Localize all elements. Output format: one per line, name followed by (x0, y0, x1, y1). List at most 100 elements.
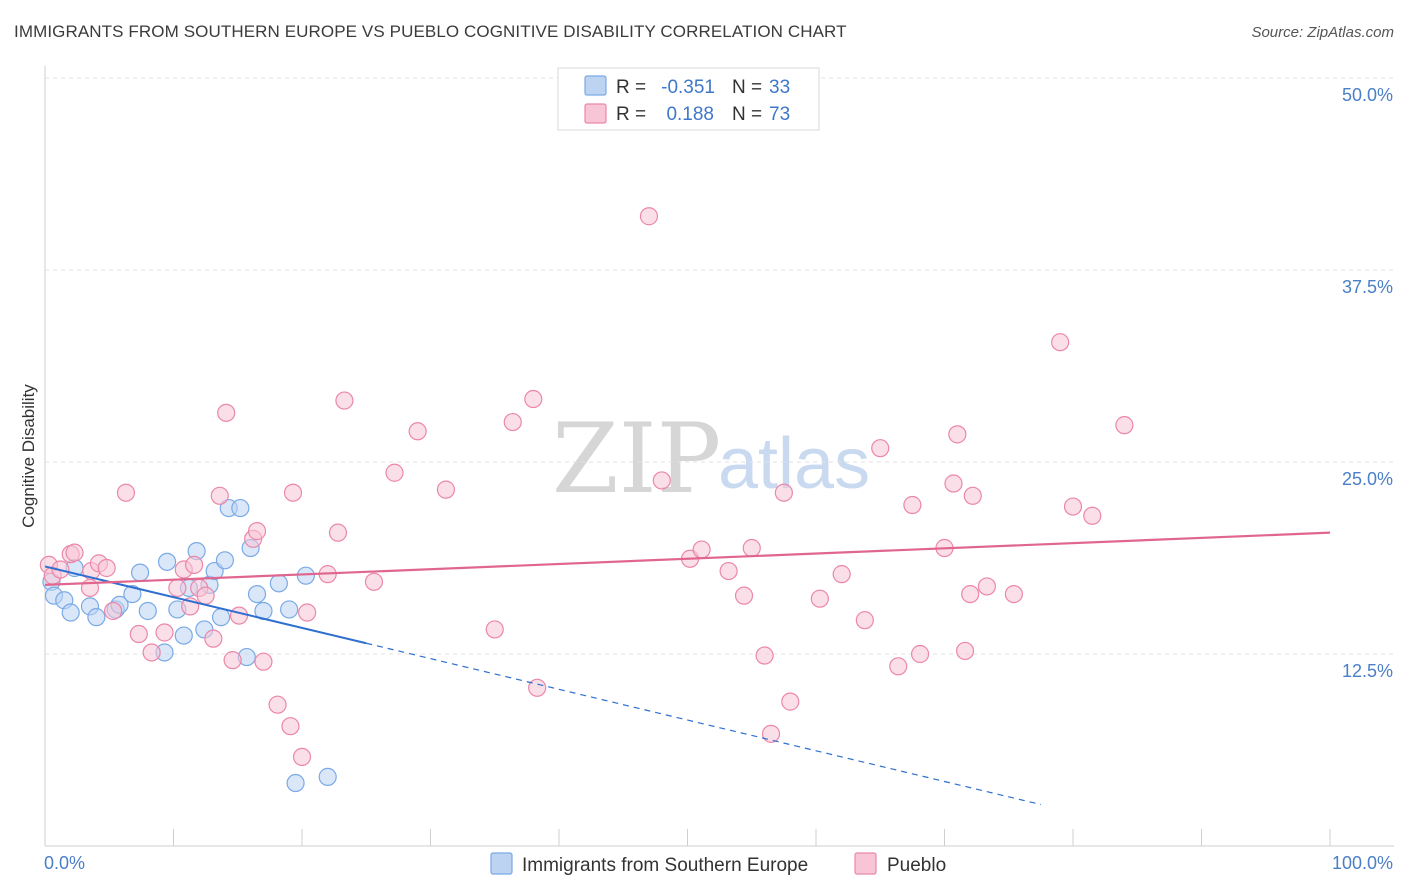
point-pueblo-12 (142, 643, 161, 662)
point-pueblo-70 (1051, 333, 1070, 352)
point-pueblo-43 (528, 678, 547, 697)
trendline-pueblo (44, 531, 1331, 586)
point-pueblo-32 (298, 603, 317, 622)
point-pueblo-41 (503, 412, 522, 432)
point-pueblo-45 (652, 471, 671, 490)
y-tick-label-3: 50.0% (1342, 85, 1393, 105)
point-pueblo-66 (961, 584, 980, 604)
legend-r-label-2: R = (616, 104, 646, 125)
point-pueblo-30 (283, 483, 303, 502)
point-pueblo-36 (364, 572, 384, 591)
series-legend-label-pink: Pueblo (887, 855, 946, 876)
point-pueblo-63 (944, 474, 963, 493)
point-pueblo-17 (184, 555, 204, 575)
y-tick-label-1: 25.0% (1342, 469, 1393, 489)
point-pueblo-4 (65, 543, 84, 562)
watermark-zip: ZIP (552, 403, 721, 515)
chart-source: Source: ZipAtlas.com (1251, 24, 1394, 41)
y-tick-label-2: 37.5% (1342, 277, 1393, 297)
point-southern-europe-13 (157, 552, 177, 571)
point-pueblo-71 (1063, 497, 1083, 516)
point-southern-europe-32 (286, 773, 305, 793)
point-pueblo-47 (692, 540, 711, 559)
point-pueblo-34 (328, 523, 348, 542)
point-pueblo-19 (196, 586, 215, 605)
point-pueblo-28 (268, 695, 287, 714)
point-pueblo-59 (889, 657, 908, 676)
point-pueblo-57 (855, 611, 874, 630)
x-tick-label-max: 100.0% (1332, 853, 1393, 873)
stats-legend: R = -0.351 N = 33 R = 0.188 N = 73 (557, 67, 820, 131)
point-southern-europe-30 (280, 600, 299, 619)
y-axis-tick-labels: 12.5% 25.0% 37.5% 50.0% (1342, 85, 1393, 681)
watermark-atlas: atlas (718, 424, 870, 504)
point-southern-europe-15 (174, 626, 193, 645)
point-pueblo-56 (832, 565, 851, 584)
point-pueblo-8 (97, 558, 116, 578)
point-pueblo-54 (781, 692, 800, 711)
point-pueblo-58 (871, 439, 890, 458)
legend-r-label-1: R = (616, 77, 646, 98)
point-southern-europe-27 (247, 584, 267, 604)
point-pueblo-44 (639, 207, 659, 226)
point-pueblo-53 (774, 483, 793, 502)
point-pueblo-60 (903, 495, 922, 515)
point-pueblo-14 (168, 578, 187, 598)
point-pueblo-51 (755, 646, 774, 665)
point-pueblo-24 (229, 606, 249, 625)
trendline-southern-europe-extension (366, 642, 1042, 806)
point-pueblo-10 (116, 483, 136, 502)
legend-n-label-1: N = (732, 77, 762, 98)
point-pueblo-35 (335, 391, 354, 410)
legend-r-value-2: 0.188 (666, 104, 714, 125)
point-pueblo-73 (1115, 416, 1134, 435)
series-legend-swatch-blue (490, 852, 513, 875)
series-legend: Immigrants from Southern Europe Pueblo (490, 852, 946, 876)
point-pueblo-21 (210, 486, 229, 505)
y-tick-label-0: 12.5% (1342, 661, 1393, 681)
point-southern-europe-6 (87, 608, 106, 627)
point-pueblo-37 (385, 463, 404, 482)
point-pueblo-29 (281, 717, 300, 736)
x-tick-label-min: 0.0% (44, 853, 85, 873)
point-pueblo-26 (247, 522, 267, 541)
point-pueblo-65 (955, 641, 975, 661)
point-pueblo-69 (1004, 584, 1023, 604)
gridlines (45, 77, 1394, 655)
point-southern-europe-24 (231, 498, 250, 518)
point-pueblo-64 (948, 425, 967, 444)
point-pueblo-13 (155, 623, 174, 642)
legend-n-label-2: N = (732, 104, 762, 125)
legend-swatch-blue (584, 75, 607, 96)
legend-n-value-2: 73 (769, 104, 790, 125)
y-axis-title: Cognitive Disability (19, 384, 38, 528)
point-pueblo-39 (436, 480, 456, 499)
point-pueblo-55 (810, 589, 829, 608)
point-southern-europe-31 (296, 566, 315, 585)
point-southern-europe-33 (318, 767, 337, 786)
watermark: ZIP atlas (552, 403, 870, 515)
series-legend-label-blue: Immigrants from Southern Europe (522, 855, 808, 876)
trendline-southern-europe (44, 565, 367, 645)
x-axis-ticks (173, 829, 1331, 846)
point-southern-europe-21 (211, 608, 231, 627)
data-points (39, 207, 1134, 793)
point-pueblo-38 (408, 422, 427, 441)
point-pueblo-31 (292, 747, 312, 767)
legend-n-value-1: 33 (769, 77, 790, 98)
point-pueblo-40 (485, 620, 504, 639)
point-southern-europe-10 (130, 563, 150, 582)
point-pueblo-9 (104, 601, 123, 621)
trend-lines (44, 531, 1331, 806)
point-pueblo-27 (254, 652, 273, 671)
point-pueblo-22 (217, 403, 236, 422)
legend-swatch-pink (584, 103, 607, 124)
series-legend-swatch-pink (854, 852, 877, 875)
point-pueblo-67 (963, 486, 982, 505)
point-pueblo-48 (719, 561, 738, 581)
point-southern-europe-22 (215, 551, 234, 570)
point-pueblo-11 (129, 624, 148, 644)
legend-r-value-1: -0.351 (661, 77, 715, 98)
point-southern-europe-3 (61, 603, 80, 622)
